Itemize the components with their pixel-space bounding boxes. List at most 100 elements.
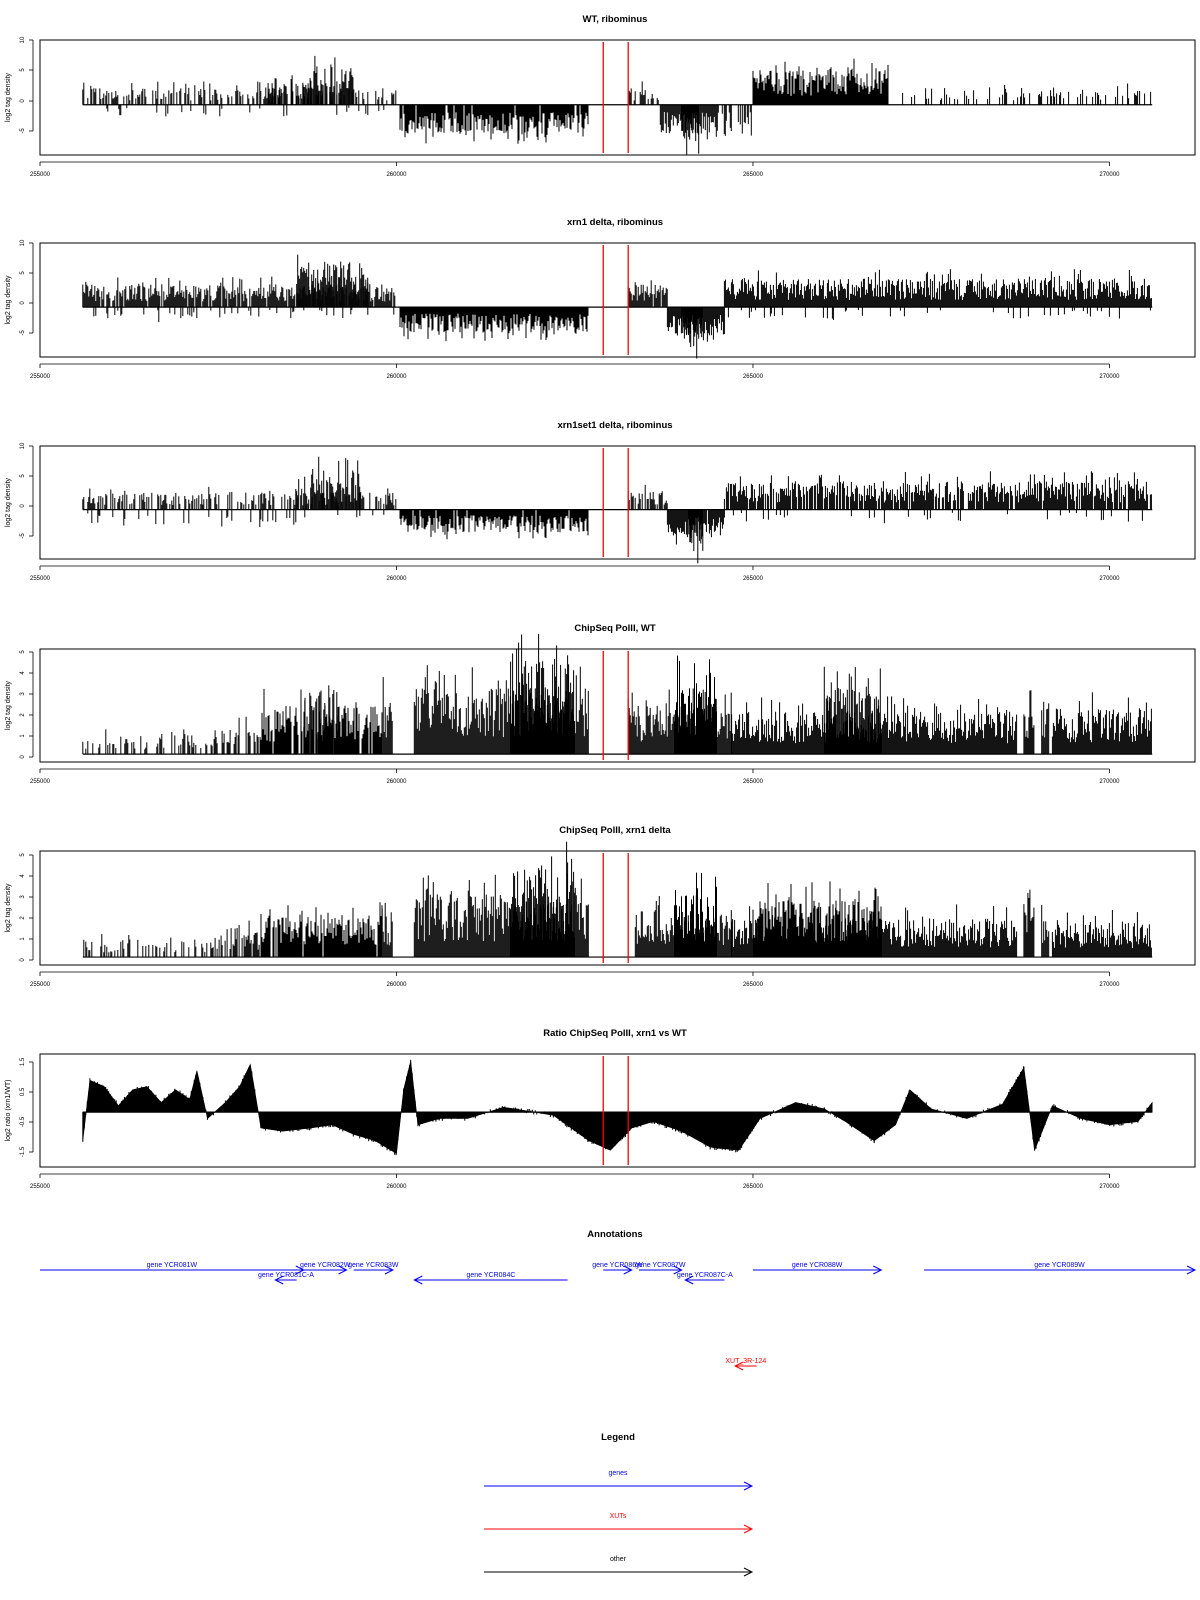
signal-segment [83, 934, 212, 958]
plot-frame [39, 242, 1196, 358]
signal-segment [681, 307, 704, 359]
y-tick-label: 4 [20, 874, 26, 878]
y-tick-label: 0 [20, 301, 26, 305]
signal-segment [210, 920, 260, 958]
signal-segment [723, 269, 1152, 308]
y-tick-label: 10 [20, 239, 26, 246]
chart-panel-4: ChipSeq PolII, WT 5 4 3 2 1 0 log2 tag density 2… [5, 623, 1196, 785]
signal-segment [752, 881, 882, 958]
signal-segment [106, 104, 385, 117]
y-tick-label: 0 [20, 755, 26, 759]
x-tick-label: 270000 [1099, 779, 1120, 785]
y-tick-label: 3 [20, 692, 26, 696]
y-axis-label: log2 tag density [5, 883, 12, 933]
signal-segment [1023, 690, 1035, 755]
data-series [82, 254, 1153, 359]
y-axis-label: log2 tag density [5, 477, 12, 527]
y-tick-label: 5 [20, 68, 26, 72]
plot-frame [39, 648, 1196, 763]
signal-segment [628, 81, 659, 105]
y-tick-label: 5 [20, 474, 26, 478]
signal-segment [681, 104, 700, 155]
chart-panel-2: xrn1 delta, ribominus 10 5 0 -5 log2 tag dens… [5, 217, 1196, 380]
signal-segment [87, 509, 385, 528]
data-series [82, 633, 1153, 755]
signal-segment [399, 509, 589, 540]
data-series [82, 841, 1153, 958]
signal-segment [510, 841, 576, 958]
y-tick-label: 10 [20, 36, 26, 43]
x-tick-label: 260000 [386, 779, 407, 785]
signal-segment [260, 902, 383, 958]
signal-segment [399, 104, 589, 144]
chart-panel-5: ChipSeq PolII, xrn1 delta 5 4 3 2 1 0 log2 tag … [5, 825, 1196, 988]
y-axis-label: log2 tag density [5, 275, 12, 325]
signal-segment [210, 716, 261, 755]
x-tick-label: 265000 [743, 982, 764, 988]
chart-title: WT, ribominus [583, 14, 648, 25]
x-tick-label: 260000 [386, 172, 407, 178]
y-tick-label: 3 [20, 895, 26, 899]
signal-segment [296, 456, 362, 510]
data-series [82, 456, 1153, 564]
signal-segment [296, 254, 369, 308]
signal-segment [303, 685, 340, 755]
y-tick-label: 2 [20, 916, 26, 920]
x-tick-label: 270000 [1099, 576, 1120, 582]
y-tick-label: -5 [20, 128, 26, 134]
x-tick-label: 255000 [30, 779, 51, 785]
signal-segment [93, 307, 395, 323]
x-tick-label: 265000 [743, 576, 764, 582]
signal-segment [82, 729, 208, 755]
chart-panel-1: WT, ribominus 10 5 0 -5 log2 tag density 25500… [5, 14, 1196, 178]
y-tick-label: 4 [20, 671, 26, 675]
data-series [82, 55, 1153, 155]
signal-segment [674, 872, 717, 958]
y-tick-label: 10 [20, 442, 26, 449]
signal-segment [902, 83, 1152, 105]
signal-segment [1041, 701, 1050, 755]
x-tick-label: 260000 [386, 576, 407, 582]
signal-segment [723, 471, 1152, 510]
signal-segment [823, 666, 882, 755]
plot-frame [39, 445, 1196, 560]
x-tick-label: 265000 [743, 779, 764, 785]
y-tick-label: 0 [20, 99, 26, 103]
chart-title: ChipSeq PolII, WT [574, 623, 655, 634]
signal-segment [732, 509, 1143, 524]
signal-segment [1051, 692, 1152, 755]
y-tick-label: -5 [20, 533, 26, 539]
chart-title: xrn1 delta, ribominus [567, 217, 663, 228]
y-tick-label: 2 [20, 713, 26, 717]
x-tick-label: 255000 [30, 982, 51, 988]
signal-segment [510, 633, 576, 755]
plot-frame [39, 850, 1196, 966]
chart-panel-3: xrn1set1 delta, ribominus 10 5 0 -5 log2 tag … [5, 420, 1196, 582]
signal-segment [752, 58, 889, 105]
x-tick-label: 255000 [30, 576, 51, 582]
y-tick-label: 0 [20, 958, 26, 962]
y-tick-label: 5 [20, 853, 26, 857]
x-tick-label: 270000 [1099, 374, 1120, 380]
y-tick-label: 1 [20, 734, 26, 738]
signal-segment [399, 307, 589, 342]
x-tick-label: 265000 [743, 374, 764, 380]
signal-segment [627, 484, 668, 510]
x-tick-label: 265000 [743, 172, 764, 178]
signal-segment [717, 104, 752, 136]
y-axis-label: log2 tag density [5, 72, 12, 122]
plot-frame [39, 39, 1196, 156]
y-tick-label: 5 [20, 650, 26, 654]
signal-segment [381, 677, 393, 755]
x-tick-label: 260000 [386, 374, 407, 380]
signal-segment [381, 902, 393, 958]
signal-segment [627, 280, 668, 308]
y-tick-label: -5 [20, 330, 26, 336]
x-tick-label: 270000 [1099, 172, 1120, 178]
signal-segment [674, 655, 717, 755]
y-tick-label: 5 [20, 271, 26, 275]
x-tick-label: 260000 [386, 982, 407, 988]
x-tick-label: 255000 [30, 374, 51, 380]
y-tick-label: 1 [20, 937, 26, 941]
